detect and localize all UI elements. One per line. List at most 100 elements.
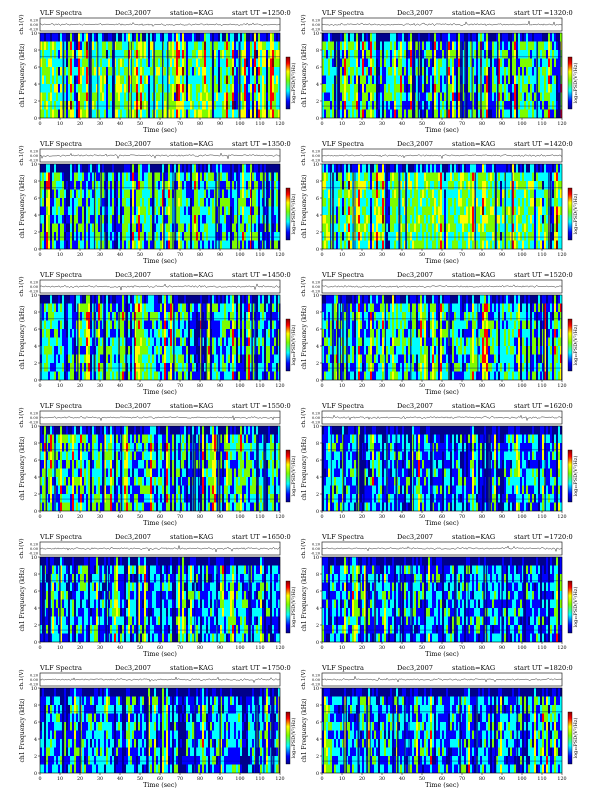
- panel-date: Dec3,2007: [397, 664, 433, 672]
- x-tick-label: 20: [77, 776, 83, 782]
- x-tick-label: 90: [499, 252, 505, 258]
- panel-station: station=KAG: [452, 9, 495, 17]
- colorbar-label: log₁₀PSD(V²/Hz): [572, 194, 579, 235]
- spectrogram-image: [40, 33, 280, 118]
- amp-tick-label: 0.20: [30, 543, 39, 547]
- x-tick-label: 0: [320, 383, 323, 389]
- colorbar: [568, 57, 572, 109]
- panel-date: Dec3,2007: [397, 271, 433, 279]
- spectrogram-image: [322, 33, 562, 118]
- panel-station: station=KAG: [452, 533, 495, 541]
- panel-title-left: VLF Spectra: [321, 533, 364, 541]
- x-tick-label: 100: [517, 776, 526, 782]
- x-tick-label: 30: [97, 383, 103, 389]
- time-axis-label: Time (sec): [425, 519, 459, 527]
- y-tick-label: 4: [316, 606, 319, 612]
- y-tick-label: 0: [34, 116, 37, 122]
- frequency-axis-label: ch1 Frequency (kHz): [19, 698, 26, 762]
- x-tick-label: 80: [197, 383, 203, 389]
- x-tick-label: 70: [459, 776, 465, 782]
- x-tick-label: 100: [517, 645, 526, 651]
- panel-date: Dec3,2007: [115, 271, 151, 279]
- amp-tick-label: 0.20: [312, 412, 321, 416]
- x-tick-label: 0: [38, 514, 41, 520]
- amp-tick-label: 0.20: [312, 150, 321, 154]
- y-tick-label: 4: [316, 82, 319, 88]
- colorbar: [568, 581, 572, 633]
- x-tick-label: 110: [255, 121, 264, 127]
- x-tick-label: 100: [517, 383, 526, 389]
- panel-title-left: VLF Spectra: [39, 271, 82, 279]
- x-tick-label: 80: [197, 645, 203, 651]
- x-tick-label: 20: [359, 776, 365, 782]
- frequency-axis-label: ch1 Frequency (kHz): [19, 305, 26, 369]
- x-tick-label: 20: [359, 121, 365, 127]
- spectrogram-image: [322, 295, 562, 380]
- amp-tick-label: 0.00: [312, 23, 321, 27]
- x-tick-label: 40: [399, 252, 405, 258]
- frequency-axis-label: ch1 Frequency (kHz): [301, 698, 308, 762]
- x-tick-label: 110: [255, 383, 264, 389]
- y-tick-label: 10: [313, 424, 319, 430]
- panel-station: station=KAG: [170, 9, 213, 17]
- time-axis-label: Time (sec): [425, 388, 459, 396]
- x-tick-label: 40: [117, 383, 123, 389]
- y-tick-label: 0: [316, 378, 319, 384]
- x-tick-label: 20: [77, 121, 83, 127]
- x-tick-label: 90: [217, 645, 223, 651]
- amp-tick-label: 0.20: [312, 543, 321, 547]
- spectrogram-image: [322, 164, 562, 249]
- x-tick-label: 100: [235, 645, 244, 651]
- x-tick-label: 90: [499, 383, 505, 389]
- x-tick-label: 110: [537, 383, 546, 389]
- x-tick-label: 30: [97, 776, 103, 782]
- panel-start-ut: start UT =1420:0: [514, 140, 573, 148]
- y-tick-label: 2: [316, 754, 319, 760]
- frequency-axis-label: ch1 Frequency (kHz): [301, 567, 308, 631]
- x-tick-label: 30: [379, 121, 385, 127]
- amplitude-frame: [322, 673, 562, 686]
- x-tick-label: 10: [57, 252, 63, 258]
- x-tick-label: 90: [217, 383, 223, 389]
- amp-tick-label: 0.00: [30, 154, 39, 158]
- colorbar-label: log₁₀PSD(V²/Hz): [290, 718, 297, 759]
- y-tick-label: 10: [31, 686, 37, 692]
- x-tick-label: 70: [459, 383, 465, 389]
- colorbar-label: log₁₀PSD(V²/Hz): [572, 456, 579, 497]
- x-tick-label: 70: [459, 252, 465, 258]
- y-tick-label: 4: [34, 213, 37, 219]
- panel-title-left: VLF Spectra: [321, 664, 364, 672]
- panel-start-ut: start UT =1320:0: [514, 9, 573, 17]
- x-tick-label: 0: [320, 645, 323, 651]
- amp-tick-label: 0.20: [312, 19, 321, 23]
- y-tick-label: 2: [34, 754, 37, 760]
- x-tick-label: 110: [537, 514, 546, 520]
- x-tick-label: 120: [275, 645, 284, 651]
- x-tick-label: 110: [255, 514, 264, 520]
- frequency-axis-label: ch1 Frequency (kHz): [301, 305, 308, 369]
- y-tick-label: 8: [316, 572, 319, 578]
- spectrogram-image: [40, 688, 280, 773]
- x-tick-label: 80: [197, 252, 203, 258]
- amp-tick-label: 0.20: [30, 674, 39, 678]
- x-tick-label: 100: [235, 252, 244, 258]
- x-tick-label: 30: [97, 645, 103, 651]
- panel-date: Dec3,2007: [115, 9, 151, 17]
- x-tick-label: 0: [320, 514, 323, 520]
- panel-station: station=KAG: [452, 271, 495, 279]
- x-tick-label: 20: [77, 514, 83, 520]
- panel-station: station=KAG: [452, 664, 495, 672]
- x-tick-label: 90: [499, 121, 505, 127]
- x-tick-label: 30: [97, 514, 103, 520]
- x-tick-label: 10: [57, 514, 63, 520]
- x-tick-label: 90: [217, 776, 223, 782]
- y-tick-label: 2: [316, 492, 319, 498]
- x-tick-label: 40: [399, 776, 405, 782]
